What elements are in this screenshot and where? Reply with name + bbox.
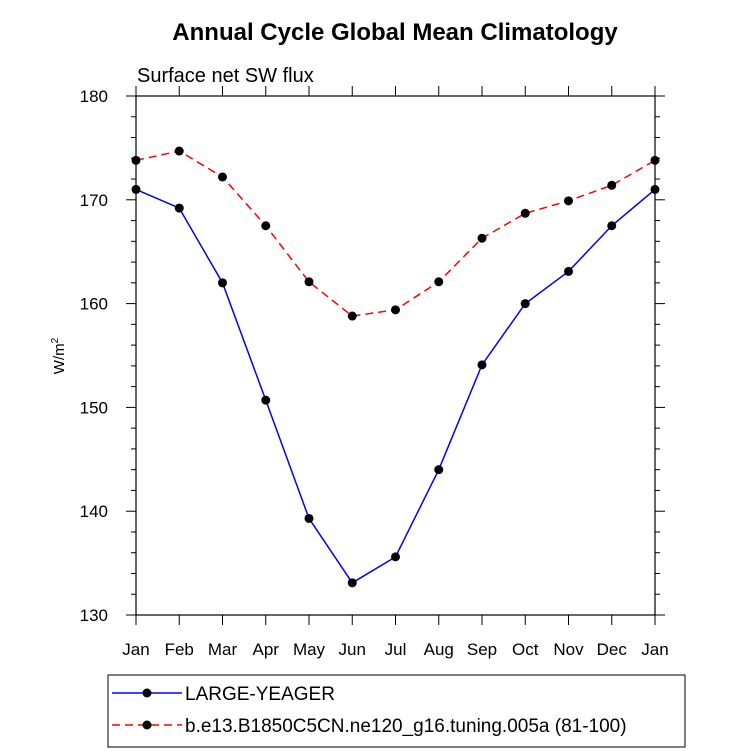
legend-entry: b.e13.B1850C5CN.ne120_g16.tuning.005a (8… [112, 716, 627, 737]
data-point [218, 278, 227, 288]
x-tick-label: Aug [424, 640, 454, 659]
y-tick-label: 170 [80, 191, 108, 210]
x-tick-label: Sep [467, 640, 497, 659]
data-point [434, 277, 444, 287]
y-axis-label-superscript: 2 [50, 337, 61, 343]
series-line [135, 188, 656, 584]
data-point [391, 552, 400, 562]
legend-marker [142, 720, 152, 730]
data-point [391, 305, 400, 315]
legend-label: b.e13.B1850C5CN.ne120_g16.tuning.005a (8… [185, 716, 627, 737]
x-tick-label: Jun [339, 640, 366, 659]
y-axis-label: W/m2 [50, 337, 68, 374]
data-point [520, 299, 530, 309]
legend-marker [142, 688, 152, 698]
y-axis-label-unit: W/m [51, 343, 68, 374]
series-line [135, 150, 656, 317]
data-point [564, 196, 573, 206]
data-point [607, 180, 617, 190]
y-tick-label: 140 [80, 502, 108, 521]
x-tick-label: Feb [165, 640, 194, 659]
data-point [564, 266, 573, 276]
data-point [347, 311, 357, 321]
data-point [347, 578, 357, 588]
x-tick-label: Apr [253, 640, 280, 659]
x-tick-label: Jan [641, 640, 668, 659]
axis-ticks [126, 86, 665, 625]
chart-title: Annual Cycle Global Mean Climatology [172, 19, 618, 46]
x-tick-label: Dec [597, 640, 628, 659]
data-point [477, 360, 487, 370]
data-point [261, 221, 271, 231]
data-point [261, 395, 271, 405]
data-point [174, 146, 184, 156]
y-tick-label: 180 [80, 87, 108, 106]
y-tick-label: 130 [80, 606, 108, 625]
legend-entry: LARGE-YEAGER [112, 684, 335, 705]
data-point [607, 221, 617, 231]
legend: LARGE-YEAGER b.e13.B1850C5CN.ne120_g16.tu… [107, 674, 686, 748]
x-tick-label: Oct [512, 640, 539, 659]
x-tick-label: Jan [122, 640, 149, 659]
y-tick-label: 150 [80, 398, 108, 417]
y-tick-label: 160 [80, 295, 108, 314]
data-point [218, 172, 227, 182]
data-point [434, 465, 444, 475]
data-point [520, 208, 530, 218]
x-tick-label: Jul [385, 640, 407, 659]
x-tick-label: Mar [208, 640, 238, 659]
x-tick-label: May [293, 640, 326, 659]
data-point [477, 233, 487, 243]
legend-box [107, 674, 686, 748]
plot-frame [135, 95, 656, 616]
tick-labels: 130 140 150 160 170 180 Jan Feb Mar Apr May Jun Jul A… [80, 87, 669, 659]
series-1 [131, 184, 660, 588]
data-point [174, 203, 184, 213]
x-tick-label: Nov [553, 640, 584, 659]
chart-subtitle: Surface net SW flux [137, 65, 314, 87]
data-point [304, 277, 314, 287]
data-point [304, 513, 314, 523]
legend-label: LARGE-YEAGER [185, 684, 335, 705]
series-layer [131, 146, 660, 588]
series-2 [131, 146, 660, 321]
